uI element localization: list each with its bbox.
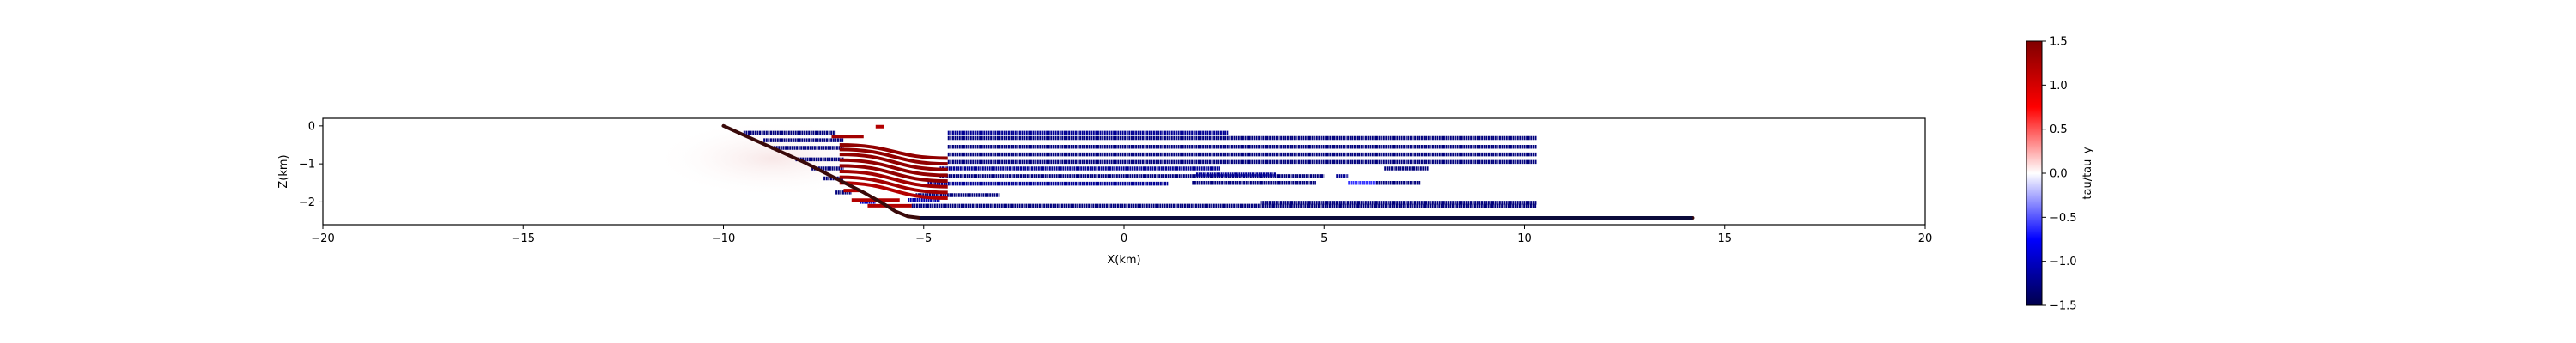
colorbar-ticks: 1.5 1.0 0.5 0.0 −0.5 −1.0 −1.5 [2042, 36, 2077, 313]
x-tick-label: −20 [311, 232, 334, 245]
colorbar-tick-label: 1.0 [2050, 80, 2068, 93]
colorbar-tick-label: −1.0 [2050, 256, 2077, 268]
x-tick-label: 10 [1517, 232, 1532, 245]
colorbar-tick-label: 0.0 [2050, 168, 2068, 181]
colorbar-gradient [2026, 40, 2043, 306]
plot-area [653, 120, 1695, 220]
red-curve-mark [839, 181, 948, 200]
colorbar-label: tau/tau_y [2081, 147, 2094, 199]
axes-frame [322, 117, 1926, 226]
main-axes: −20 −15 −10 −5 0 5 10 15 20 0 −1 −2 X(km) Z(km) [277, 117, 1932, 267]
colorbar-tick-label: −1.5 [2050, 300, 2077, 313]
x-tick-label: −15 [512, 232, 535, 245]
x-tick-label: 20 [1918, 232, 1933, 245]
red-curve-mark [839, 143, 948, 160]
y-tick-label: −2 [299, 196, 315, 209]
x-tick-label: −5 [915, 232, 932, 245]
red-curves [831, 124, 948, 208]
x-axis-label: X(km) [1107, 254, 1140, 267]
y-tick-label: −1 [299, 159, 315, 172]
red-curve-mark [839, 153, 948, 172]
colorbar-tick-label: 1.5 [2050, 36, 2068, 49]
y-axis-ticks: 0 −1 −2 [299, 120, 323, 209]
x-tick-label: −10 [712, 232, 735, 245]
y-tick-label: 0 [308, 120, 315, 133]
colorbar-tick-label: −0.5 [2050, 212, 2077, 225]
x-axis-ticks: −20 −15 −10 −5 0 5 10 15 20 [311, 225, 1932, 245]
red-curve-mark [839, 147, 948, 166]
x-tick-label: 0 [1121, 232, 1127, 245]
x-tick-label: 15 [1717, 232, 1732, 245]
fault-line [721, 123, 1695, 220]
red-curve-mark [839, 170, 948, 189]
red-curve-mark [839, 158, 948, 178]
red-curve-mark [839, 164, 948, 184]
y-axis-label: Z(km) [277, 154, 290, 188]
fault-trace [721, 123, 1695, 220]
colorbar: 1.5 1.0 0.5 0.0 −0.5 −1.0 −1.5 tau/tau_y [2026, 36, 2094, 313]
x-tick-label: 5 [1321, 232, 1327, 245]
red-curve-mark [839, 175, 948, 195]
colorbar-tick-label: 0.5 [2050, 123, 2068, 136]
